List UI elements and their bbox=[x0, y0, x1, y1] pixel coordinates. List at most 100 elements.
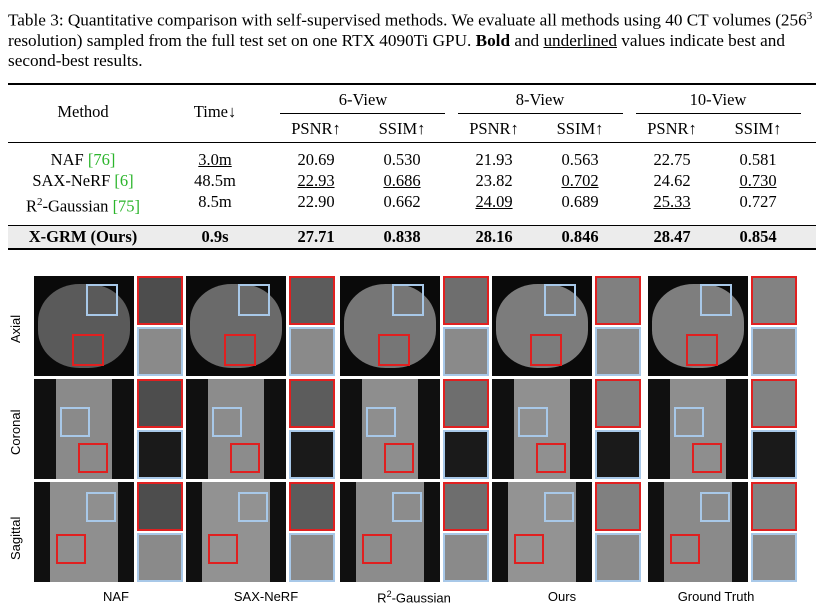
zoom-crop-border-blue bbox=[443, 430, 489, 479]
zoom-crop-border-blue bbox=[595, 327, 641, 376]
header-time: Time↓ bbox=[193, 102, 237, 121]
anatomy-region bbox=[50, 482, 118, 582]
table-cell: 23.82 bbox=[475, 171, 513, 190]
time-value: 48.5m bbox=[194, 171, 236, 190]
table-cell: 21.93 bbox=[475, 150, 513, 169]
zoom-crop-blue bbox=[289, 430, 335, 479]
header-psnr-8: PSNR↑ bbox=[469, 119, 519, 138]
ct-reconstruction-grid bbox=[34, 276, 818, 585]
zoom-crop-border-red bbox=[443, 379, 489, 428]
zoom-region-blue bbox=[366, 407, 396, 437]
citation-link[interactable]: [76] bbox=[87, 150, 116, 169]
table-cell: 0.689 bbox=[561, 192, 599, 211]
zoom-crop-blue bbox=[289, 327, 335, 376]
time-value: 8.5m bbox=[198, 192, 232, 211]
caption-text-1: Table 3: Quantitative comparison with se… bbox=[8, 10, 807, 30]
ours-row-highlight bbox=[8, 226, 816, 248]
zoom-crop-blue bbox=[751, 430, 797, 479]
zoom-crop-blue bbox=[289, 533, 335, 582]
citation-link[interactable]: [6] bbox=[114, 171, 134, 190]
zoom-region-blue bbox=[212, 407, 242, 437]
header-method: Method bbox=[57, 102, 109, 121]
zoom-crop-blue bbox=[443, 327, 489, 376]
table-caption: Table 3: Quantitative comparison with se… bbox=[8, 6, 816, 71]
table-cell: 0.730 bbox=[739, 171, 777, 190]
comparison-table: Method Time↓ 6-View 8-View 10-View PSNR↑… bbox=[8, 83, 816, 250]
zoom-crop-blue bbox=[595, 430, 641, 479]
zoom-crop-border-red bbox=[595, 482, 641, 531]
zoom-crop-border-blue bbox=[751, 327, 797, 376]
zoom-crop-border-blue bbox=[595, 533, 641, 582]
zoom-region-red bbox=[378, 334, 410, 366]
ct-slice-image bbox=[186, 379, 286, 479]
zoom-crop-red bbox=[137, 276, 183, 325]
column-label-ours: Ours bbox=[547, 589, 577, 604]
method-sax-nerf: SAX-NeRF [6] bbox=[32, 171, 134, 190]
zoom-crop-red bbox=[137, 482, 183, 531]
zoom-crop-border-blue bbox=[137, 327, 183, 376]
anatomy-region bbox=[356, 482, 424, 582]
zoom-crop-red bbox=[289, 379, 335, 428]
anatomy-region bbox=[344, 284, 436, 368]
table-cell: 24.62 bbox=[653, 171, 691, 190]
zoom-region-red bbox=[514, 534, 544, 564]
zoom-crop-red bbox=[443, 482, 489, 531]
zoom-crop-border-red bbox=[443, 482, 489, 531]
header-8-view: 8-View bbox=[515, 90, 565, 109]
zoom-crop-red bbox=[595, 276, 641, 325]
table-cell: 22.93 bbox=[297, 171, 335, 190]
anatomy-region bbox=[514, 379, 570, 479]
column-label-ground-truth: Ground Truth bbox=[677, 589, 755, 604]
ct-slice-image bbox=[340, 379, 440, 479]
ct-slice-image bbox=[340, 482, 440, 582]
caption-superscript: 3 bbox=[806, 10, 813, 22]
zoom-region-red bbox=[670, 534, 700, 564]
table-cell: 22.75 bbox=[653, 150, 691, 169]
ct-slice-image bbox=[492, 482, 592, 582]
column-label-sax-nerf: SAX-NeRF bbox=[233, 589, 299, 604]
table-cell: 0.686 bbox=[383, 171, 421, 190]
zoom-crop-border-red bbox=[751, 379, 797, 428]
zoom-crop-blue bbox=[595, 533, 641, 582]
table-cell: 0.727 bbox=[739, 192, 777, 211]
row-label-sagittal: Sagittal bbox=[8, 516, 23, 560]
zoom-crop-red bbox=[595, 379, 641, 428]
zoom-region-blue bbox=[700, 492, 730, 522]
zoom-crop-border-red bbox=[137, 482, 183, 531]
column-label-r2-gaussian: R2-Gaussian bbox=[377, 589, 451, 606]
zoom-crop-border-blue bbox=[443, 327, 489, 376]
citation-link[interactable]: [75] bbox=[112, 196, 141, 216]
caption-bold-word: Bold bbox=[475, 30, 511, 50]
zoom-region-blue bbox=[392, 492, 422, 522]
header-ssim-8: SSIM↑ bbox=[556, 119, 604, 138]
table-cell: 0.702 bbox=[561, 171, 599, 190]
zoom-crop-border-red bbox=[595, 276, 641, 325]
zoom-crop-border-red bbox=[137, 379, 183, 428]
zoom-crop-red bbox=[751, 276, 797, 325]
caption-text-3: and bbox=[510, 30, 544, 50]
anatomy-region bbox=[202, 482, 270, 582]
zoom-crop-red bbox=[289, 482, 335, 531]
zoom-region-blue bbox=[544, 284, 576, 316]
anatomy-region bbox=[190, 284, 282, 368]
zoom-crop-blue bbox=[137, 533, 183, 582]
zoom-crop-border-blue bbox=[289, 533, 335, 582]
body-rule bbox=[8, 225, 816, 226]
zoom-region-blue bbox=[86, 492, 116, 522]
table-cell: 0.662 bbox=[383, 192, 421, 211]
zoom-region-red bbox=[362, 534, 392, 564]
zoom-crop-red bbox=[137, 379, 183, 428]
zoom-crop-red bbox=[443, 276, 489, 325]
zoom-crop-red bbox=[289, 276, 335, 325]
table-cell: 0.581 bbox=[739, 150, 777, 169]
table-cell: 22.90 bbox=[297, 192, 335, 211]
zoom-region-blue bbox=[700, 284, 732, 316]
anatomy-region bbox=[208, 379, 264, 479]
table-cell: 28.16 bbox=[475, 227, 513, 246]
zoom-region-red bbox=[78, 443, 108, 473]
zoom-region-red bbox=[692, 443, 722, 473]
table-cell: 0.846 bbox=[561, 227, 599, 246]
anatomy-region bbox=[508, 482, 576, 582]
header-psnr-10: PSNR↑ bbox=[647, 119, 697, 138]
zoom-crop-blue bbox=[595, 327, 641, 376]
